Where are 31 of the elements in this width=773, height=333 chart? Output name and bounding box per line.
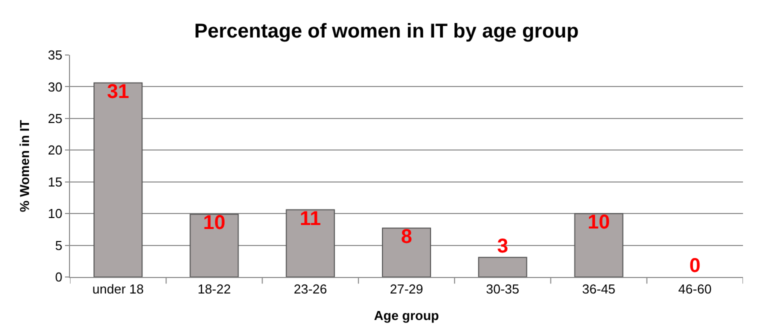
- y-tick-label: 0: [55, 270, 62, 285]
- data-label: 10: [588, 212, 610, 234]
- y-tick-label: 5: [55, 238, 62, 253]
- chart-title: Percentage of women in IT by age group: [194, 20, 579, 42]
- x-tick-label: 30-35: [486, 282, 520, 297]
- data-label: 10: [203, 212, 226, 234]
- x-tick-label: 27-29: [390, 282, 424, 297]
- y-tick-label: 25: [48, 110, 62, 126]
- data-label: 11: [300, 208, 321, 230]
- bar: [478, 256, 528, 277]
- x-axis-title: Age group: [374, 308, 440, 324]
- bar: [574, 213, 624, 277]
- bar: [190, 214, 239, 277]
- x-tick-label: 36-45: [582, 282, 616, 297]
- y-tick-label: 20: [48, 142, 62, 158]
- data-label: 31: [106, 80, 130, 103]
- x-tick-label: 18-22: [198, 282, 231, 297]
- bar: [94, 82, 143, 277]
- data-label: 3: [497, 235, 508, 258]
- y-tick-label: 30: [48, 79, 62, 94]
- data-label: 8: [400, 226, 412, 248]
- x-tick-label: 46-60: [678, 282, 712, 297]
- bar: [286, 209, 335, 277]
- y-tick-label: 10: [48, 206, 62, 222]
- bar: [382, 228, 432, 277]
- x-tick-label: under 18: [92, 282, 144, 297]
- y-axis-title: % Women in IT: [16, 120, 32, 212]
- y-tick-label: 35: [48, 48, 62, 63]
- y-tick-label: 15: [48, 174, 62, 190]
- x-tick-label: 23-26: [294, 282, 327, 297]
- data-label: 0: [689, 255, 700, 277]
